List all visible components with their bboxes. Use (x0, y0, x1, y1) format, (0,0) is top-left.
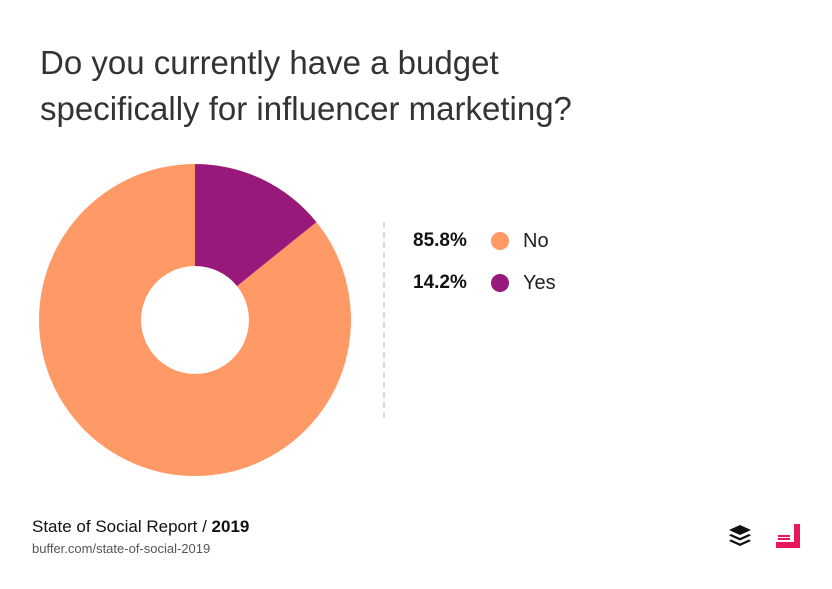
legend-swatch-no (491, 232, 509, 250)
legend-label-yes: Yes (523, 271, 556, 294)
chart-title-line-2: specifically for influencer marketing? (40, 90, 572, 127)
donut-slice-no (39, 164, 352, 476)
legend-swatch-yes (491, 274, 509, 292)
legend-item-no: 85.8% No (413, 220, 556, 262)
report-name: State of Social Report / (32, 517, 212, 536)
legend-item-yes: 14.2% Yes (413, 262, 556, 304)
chart-title-line-1: Do you currently have a budget (40, 44, 499, 81)
social-media-logo-icon (776, 524, 800, 548)
chart-title: Do you currently have a budget specifica… (40, 40, 740, 132)
report-title: State of Social Report / 2019 (32, 517, 249, 537)
report-year: 2019 (211, 517, 250, 536)
donut-chart (39, 164, 352, 476)
legend-value-no: 85.8% (413, 230, 467, 251)
buffer-logo-icon (729, 525, 751, 546)
legend-divider (383, 222, 385, 418)
legend-label-no: No (523, 229, 549, 252)
legend-value-yes: 14.2% (413, 272, 467, 293)
chart-legend: 85.8% No 14.2% Yes (413, 220, 556, 304)
donut-slice-yes (195, 164, 317, 287)
report-url: buffer.com/state-of-social-2019 (32, 541, 211, 556)
